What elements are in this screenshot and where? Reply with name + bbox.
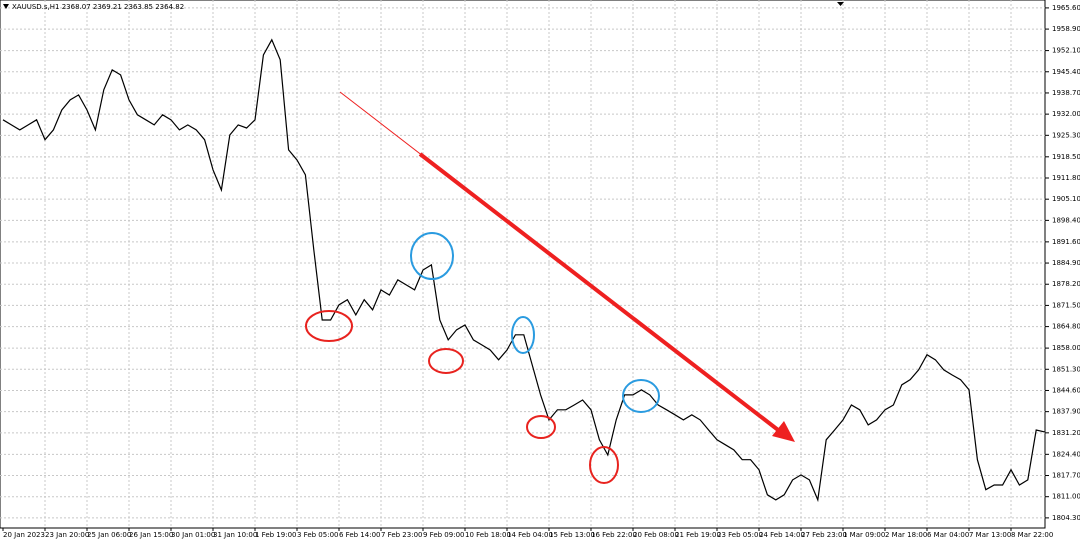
x-tick-label: 24 Feb 14:00 (759, 531, 805, 539)
y-tick-label: 1952.10 (1052, 47, 1080, 55)
y-tick-label: 1958.90 (1052, 25, 1080, 33)
x-tick-label: 16 Feb 22:00 (591, 531, 637, 539)
x-tick-label: 25 Jan 06:00 (87, 531, 131, 539)
high-circle (511, 316, 535, 354)
y-tick-label: 1918.50 (1052, 153, 1080, 161)
x-tick-label: 31 Jan 10:00 (213, 531, 257, 539)
y-tick-label: 1811.00 (1052, 493, 1080, 501)
price-line (2, 38, 1045, 503)
x-tick-label: 23 Feb 05:00 (717, 531, 763, 539)
high-circle (622, 379, 660, 413)
x-tick-label: 27 Feb 23:00 (801, 531, 847, 539)
high-markers (410, 232, 660, 413)
y-tick-label: 1824.40 (1052, 450, 1080, 458)
x-tick-label: 21 Feb 19:00 (675, 531, 721, 539)
x-tick-label: 1 Mar 09:00 (843, 531, 885, 539)
y-tick-label: 1884.90 (1052, 259, 1080, 267)
trend-arrowhead (772, 421, 795, 442)
y-tick-label: 1858.00 (1052, 344, 1080, 352)
y-tick-label: 1905.10 (1052, 195, 1080, 203)
x-tick-label: 9 Feb 09:00 (423, 531, 464, 539)
low-circle (428, 348, 464, 374)
period-marker (837, 2, 844, 6)
y-tick-label: 1898.40 (1052, 216, 1080, 224)
x-tick-label: 1 Feb 19:00 (255, 531, 296, 539)
x-tick-label: 7 Feb 23:00 (381, 531, 422, 539)
x-tick-label: 30 Jan 01:00 (171, 531, 215, 539)
y-tick-label: 1878.20 (1052, 280, 1080, 288)
x-tick-label: 23 Jan 20:00 (45, 531, 89, 539)
x-tick-label: 10 Feb 18:00 (465, 531, 511, 539)
x-tick-label: 2 Mar 18:00 (885, 531, 927, 539)
x-tick-label: 6 Mar 04:00 (927, 531, 969, 539)
y-tick-label: 1945.40 (1052, 68, 1080, 76)
x-tick-label: 15 Feb 13:00 (549, 531, 595, 539)
y-tick-label: 1817.70 (1052, 472, 1080, 480)
x-tick-label: 20 Feb 08:00 (633, 531, 679, 539)
y-tick-label: 1965.60 (1052, 4, 1080, 12)
x-tick-label: 8 Mar 22:00 (1011, 531, 1053, 539)
low-markers (305, 310, 619, 484)
x-tick-label: 26 Jan 15:00 (129, 531, 173, 539)
trend-arrow (418, 152, 784, 435)
y-tick-label: 1804.30 (1052, 514, 1080, 522)
y-tick-label: 1864.80 (1052, 323, 1080, 331)
high-circle (410, 232, 454, 280)
y-tick-label: 1932.00 (1052, 110, 1080, 118)
chart-title: XAUUSD.s,H1 2368.07 2369.21 2363.85 2364… (12, 3, 184, 11)
x-tick-label: 14 Feb 04:00 (507, 531, 553, 539)
y-tick-label: 1925.30 (1052, 131, 1080, 139)
x-tick-label: 3 Feb 05:00 (297, 531, 338, 539)
y-tick-label: 1851.30 (1052, 365, 1080, 373)
x-tick-label: 6 Feb 14:00 (339, 531, 380, 539)
y-tick-label: 1911.80 (1052, 174, 1080, 182)
y-tick-label: 1871.50 (1052, 301, 1080, 309)
x-tick-label: 7 Mar 13:00 (969, 531, 1011, 539)
low-circle (526, 415, 556, 439)
low-circle (305, 310, 353, 342)
y-tick-label: 1837.90 (1052, 408, 1080, 416)
y-tick-label: 1938.70 (1052, 89, 1080, 97)
y-tick-label: 1891.60 (1052, 238, 1080, 246)
low-circle (589, 446, 619, 484)
x-tick-label: 20 Jan 2023 (3, 531, 45, 539)
y-tick-label: 1831.20 (1052, 429, 1080, 437)
plot-frame (0, 0, 1046, 529)
title-marker (3, 4, 9, 9)
y-tick-label: 1844.60 (1052, 386, 1080, 394)
